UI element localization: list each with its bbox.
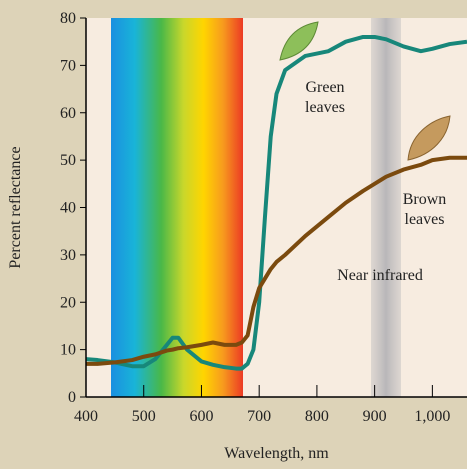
annotation: Near infrared xyxy=(337,267,423,284)
x-tick-label: 1,000 xyxy=(414,408,450,425)
infrared-band xyxy=(371,18,401,397)
brown-label: Brown leaves xyxy=(402,191,447,228)
brown-leaf-icon xyxy=(407,115,451,161)
green-label: Green leaves xyxy=(305,79,345,116)
y-axis-title: Percent reflectance xyxy=(7,146,24,268)
x-axis-title: Wavelength, nm xyxy=(224,445,329,462)
y-tick-label: 80 xyxy=(60,10,76,27)
y-tick-label: 10 xyxy=(60,342,76,359)
y-tick-label: 40 xyxy=(60,200,76,217)
y-tick-label: 50 xyxy=(60,152,76,169)
x-tick-label: 500 xyxy=(132,408,156,425)
y-tick-label: 20 xyxy=(60,294,76,311)
green-leaf-icon xyxy=(279,21,319,61)
y-tick-label: 60 xyxy=(60,105,76,122)
y-tick-label: 70 xyxy=(60,57,76,74)
y-tick-label: 30 xyxy=(60,247,76,264)
x-tick-label: 900 xyxy=(363,408,387,425)
x-tick-label: 600 xyxy=(189,408,213,425)
x-tick-label: 700 xyxy=(247,408,271,425)
visible-spectrum xyxy=(111,18,243,397)
x-tick-label: 400 xyxy=(74,408,98,425)
y-tick-label: 0 xyxy=(68,389,76,406)
series-line xyxy=(86,155,467,366)
x-tick-label: 800 xyxy=(305,408,329,425)
